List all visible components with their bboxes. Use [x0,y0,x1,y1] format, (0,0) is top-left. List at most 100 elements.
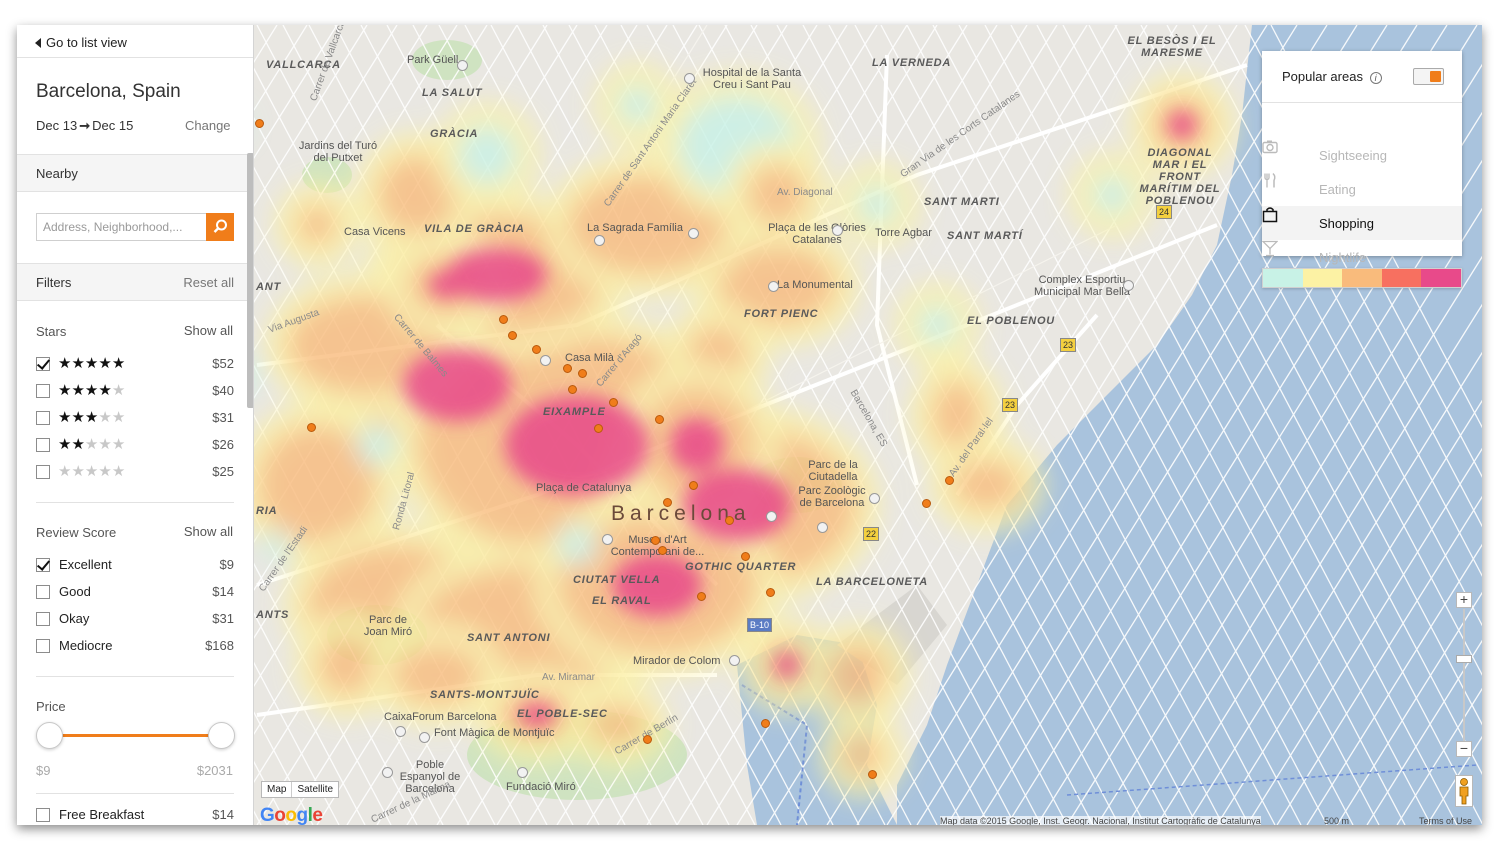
hotel-marker[interactable] [532,345,541,354]
price-max-handle[interactable] [208,722,235,749]
hotel-marker[interactable] [663,498,672,507]
stars-title: Stars [36,324,67,339]
hotel-marker[interactable] [697,592,706,601]
back-to-list-link[interactable]: Go to list view [35,35,127,50]
back-link-label: Go to list view [46,35,127,50]
hotel-marker[interactable] [508,331,517,340]
hotel-marker[interactable] [609,398,618,407]
district-label: SANT MARTI [924,196,1000,208]
hotel-marker[interactable] [725,516,734,525]
date-to: Dec 15 [92,118,134,133]
review-label: Mediocre [59,638,113,653]
zoom-slider-handle[interactable] [1456,655,1472,663]
review-filter-row[interactable]: Mediocre $168 [36,637,234,655]
district-label: CIUTAT VELLA [573,574,661,586]
hotel-marker[interactable] [499,315,508,324]
district-label: LA SALUT [422,87,483,99]
hotel-marker[interactable] [741,552,750,561]
hotel-marker[interactable] [689,481,698,490]
sidebar-scrollbar[interactable] [247,153,253,408]
map-type-map-button[interactable]: Map [267,784,287,795]
landmark-icon [594,235,605,246]
map-attribution: Map data ©2015 Google, Inst. Geogr. Naci… [940,816,1261,825]
review-checkbox[interactable] [36,585,50,599]
date-range[interactable]: Dec 13 ➞ Dec 15 [36,118,133,134]
info-icon[interactable]: i [1369,72,1382,84]
cocktail-icon [1262,240,1278,257]
review-checkbox[interactable] [36,558,50,572]
hotel-marker[interactable] [563,364,572,373]
popular-areas-toggle[interactable] [1413,68,1444,85]
review-show-all-link[interactable]: Show all [183,524,233,539]
hotel-marker[interactable] [868,770,877,779]
hotel-marker[interactable] [766,588,775,597]
hotel-marker[interactable] [643,735,652,744]
district-label: VALLCARCA [266,59,341,71]
hotel-marker[interactable] [594,424,603,433]
place-label: Fundació Miró [506,781,576,793]
review-price: $31 [212,611,234,626]
filter-sidebar: Go to list view Barcelona, Spain Dec 13 ➞… [17,25,254,825]
stars-show-all-link[interactable]: Show all [183,323,233,338]
category-nightlife[interactable]: Nightlife [1262,240,1462,274]
price-min-handle[interactable] [36,722,63,749]
review-filter-row[interactable]: Okay $31 [36,610,234,628]
map-type-satellite-button[interactable]: Satellite [291,782,338,797]
address-search-input[interactable] [36,213,206,241]
nearby-label: Nearby [36,166,78,181]
landmark-icon [688,228,699,239]
stars-checkbox[interactable] [36,384,50,398]
stars-checkbox[interactable] [36,411,50,425]
city-title: Barcelona, Spain [36,81,181,102]
stars-checkbox[interactable] [36,357,50,371]
category-shopping[interactable]: Shopping [1262,206,1462,240]
category-label: Shopping [1319,216,1374,231]
review-checkbox[interactable] [36,639,50,653]
hotel-marker[interactable] [651,536,660,545]
review-checkbox[interactable] [36,612,50,626]
hotel-marker[interactable] [922,499,931,508]
zoom-out-button[interactable]: − [1456,741,1472,757]
landmark-icon [766,511,777,522]
hotel-marker[interactable] [307,423,316,432]
hotel-marker[interactable] [568,385,577,394]
free-breakfast-checkbox[interactable] [36,808,50,822]
terms-link[interactable]: Terms of Use [1419,816,1473,825]
hotel-marker[interactable] [945,476,954,485]
hotel-marker[interactable] [255,119,264,128]
reset-all-link[interactable]: Reset all [183,275,234,290]
review-filter-row[interactable]: Good $14 [36,583,234,601]
star-rating-icon: ★★★★★ [58,436,126,453]
place-label: Torre Agbar [875,227,932,239]
category-eating[interactable]: Eating [1262,172,1462,206]
hotel-marker[interactable] [761,719,770,728]
hotel-marker[interactable] [578,369,587,378]
price-slider-track[interactable] [50,734,222,737]
hotel-marker[interactable] [658,546,667,555]
category-sightseeing[interactable]: Sightseeing [1262,138,1462,172]
map-canvas[interactable]: Barcelona VALLCARCA LA SALUT GRÀCIA VILA DE … [17,25,1482,825]
stars-filter-row[interactable]: ★★★★★ $31 [36,409,234,427]
stars-checkbox[interactable] [36,465,50,479]
free-breakfast-filter[interactable]: Free Breakfast $14 [36,806,234,824]
stars-filter-row[interactable]: ★★★★★ $26 [36,436,234,454]
stars-checkbox[interactable] [36,438,50,452]
review-price: $9 [219,557,234,572]
zoom-in-button[interactable]: + [1456,592,1472,608]
street-view-pegman-icon[interactable] [1455,775,1473,807]
hotel-marker[interactable] [655,415,664,424]
stars-filter-row[interactable]: ★★★★★ $52 [36,355,234,373]
landmark-icon [817,522,828,533]
district-label: EL POBLE-SEC [517,708,608,720]
stars-filter-row[interactable]: ★★★★★ $40 [36,382,234,400]
district-label: GOTHIC QUARTER [685,561,797,573]
review-filter-row[interactable]: Excellent $9 [36,556,234,574]
change-dates-link[interactable]: Change [185,118,231,133]
popular-areas-title-text: Popular areas [1282,69,1363,84]
divider [17,57,253,58]
stars-filter-row[interactable]: ★★★★★ $25 [36,463,234,481]
place-label: Plaça de les Glòries Catalanes [768,222,866,246]
search-button[interactable] [206,213,234,241]
district-label: EL RAVAL [592,595,652,607]
category-label: Eating [1319,182,1356,197]
